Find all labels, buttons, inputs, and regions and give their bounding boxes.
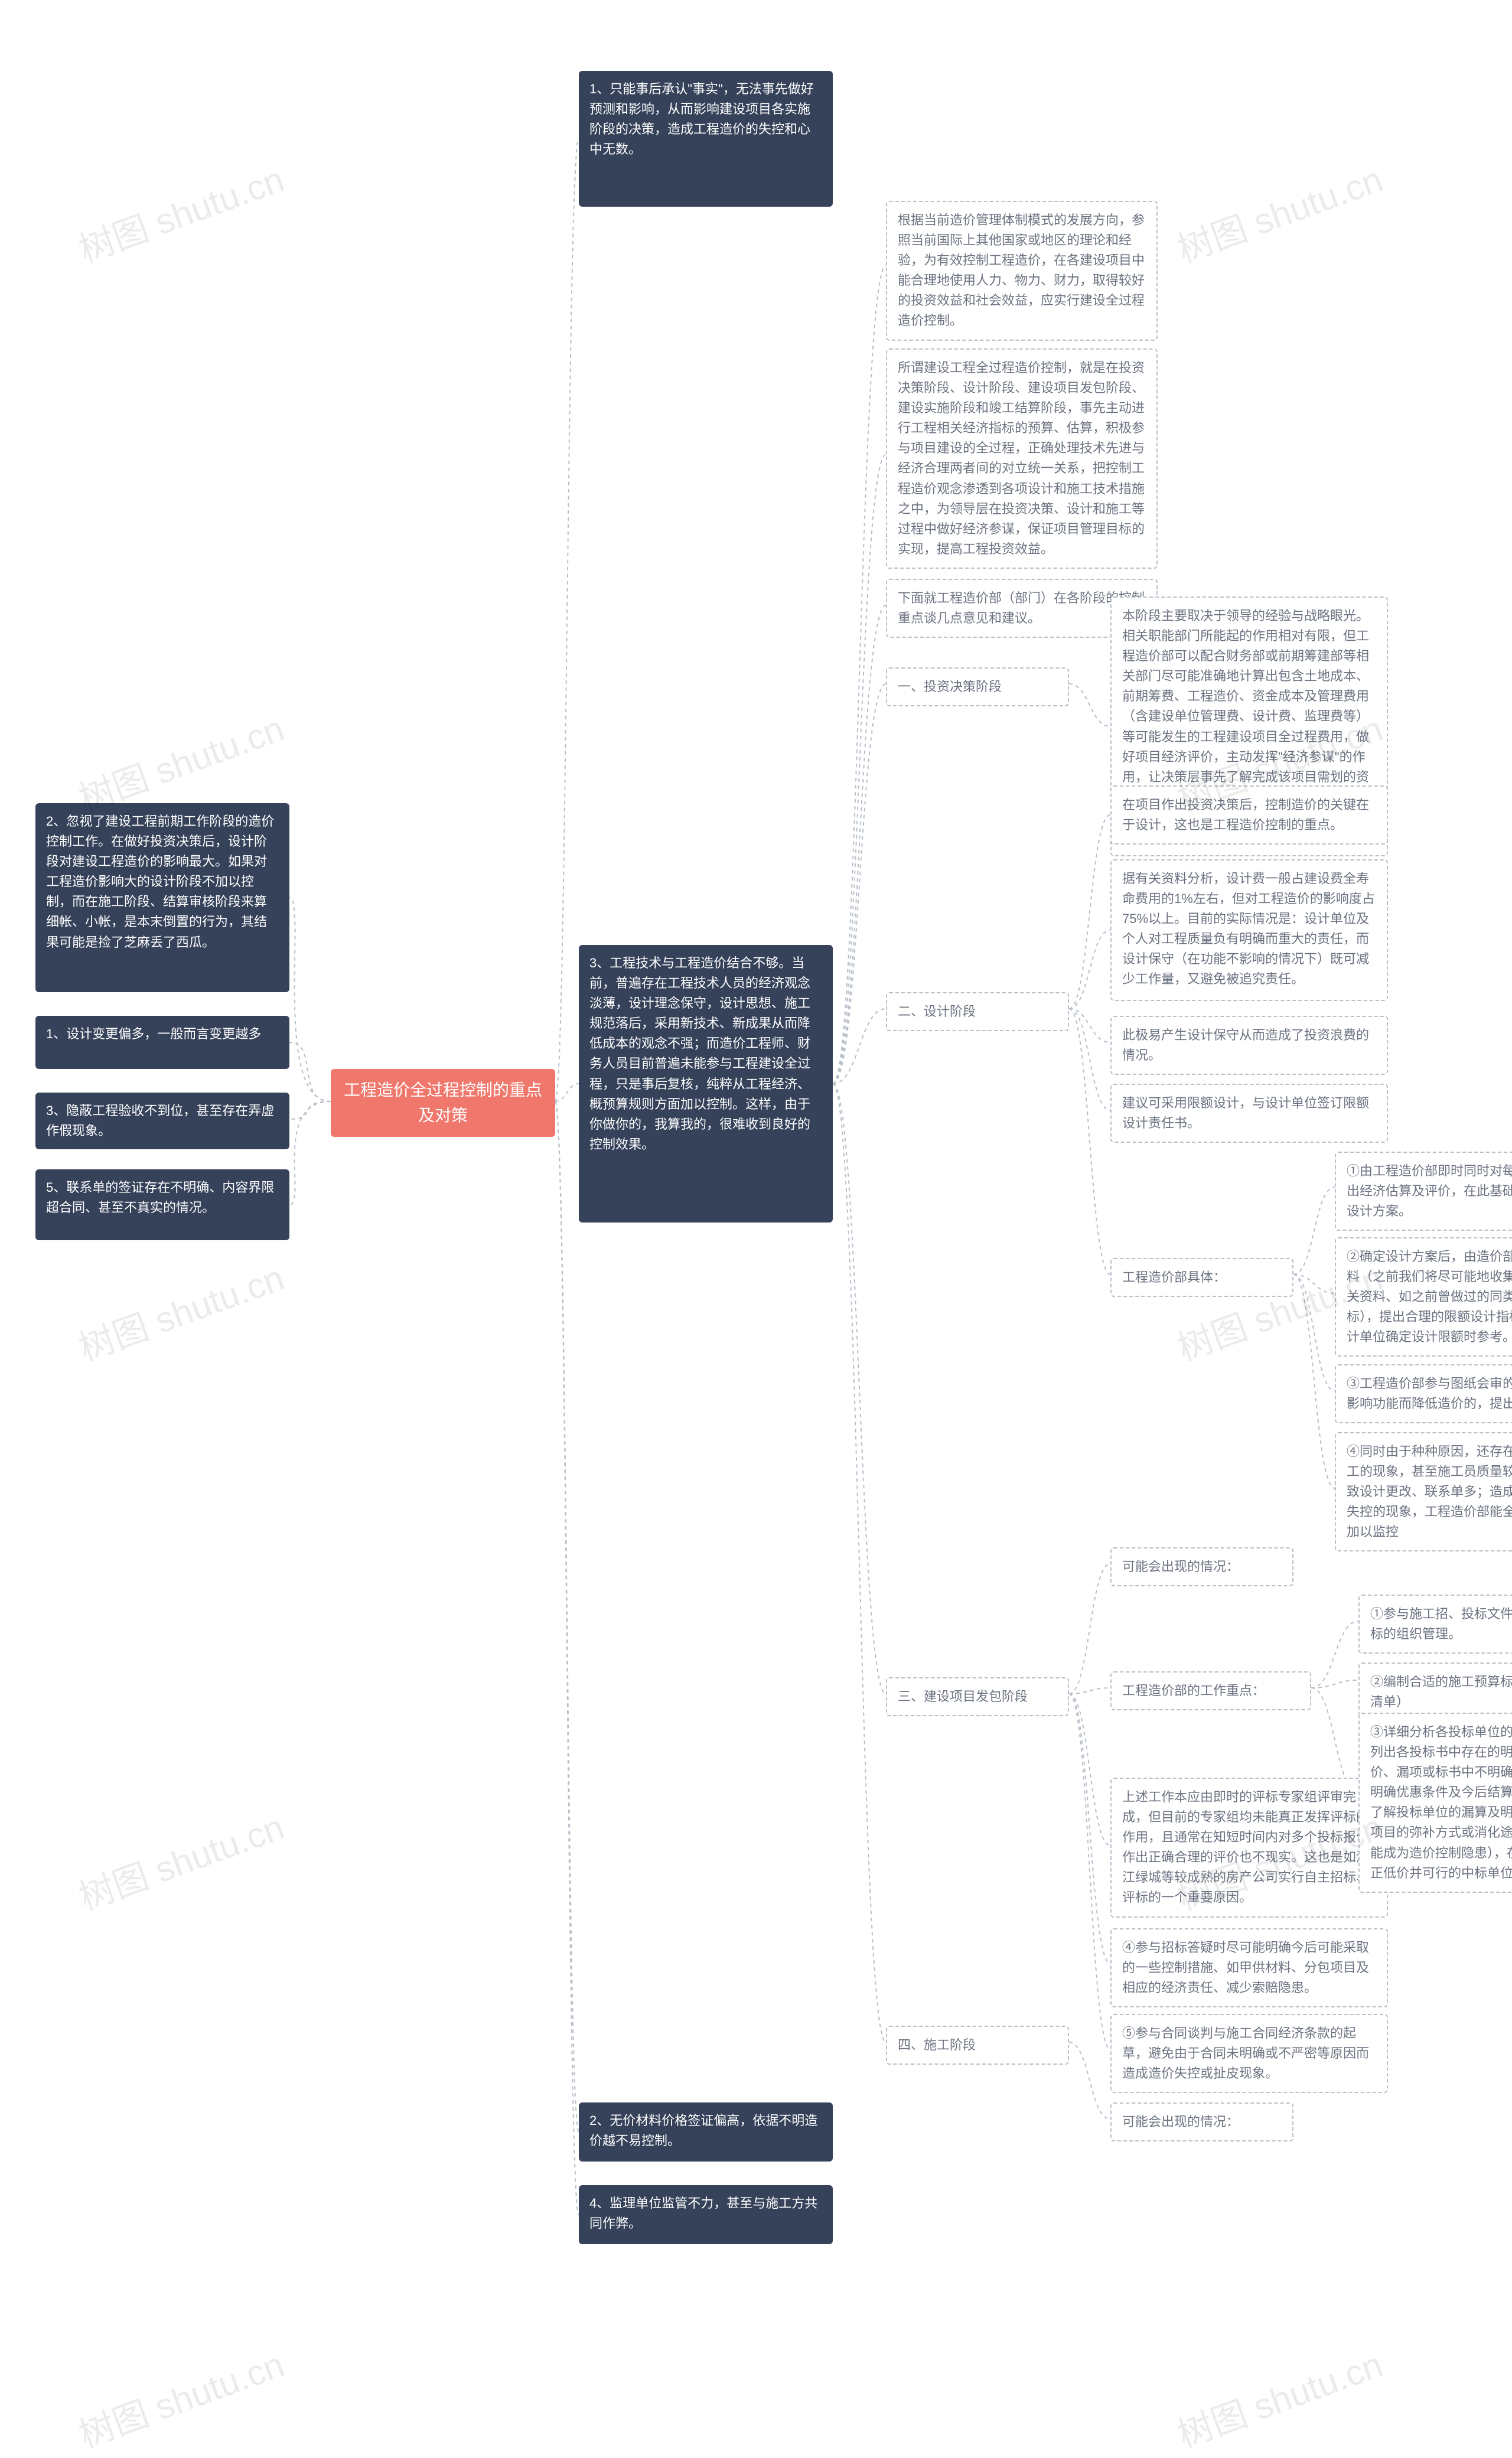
edge bbox=[289, 898, 331, 1101]
edge bbox=[1069, 1009, 1110, 1042]
node-R[interactable]: 工程造价全过程控制的重点及对策 bbox=[331, 1069, 555, 1137]
watermark: 树图 shutu.cn bbox=[71, 1250, 290, 1371]
node-D7a[interactable]: 可能会出现的情况： bbox=[1110, 2102, 1293, 2141]
node-D6a[interactable]: 可能会出现的情况： bbox=[1110, 1547, 1293, 1586]
node-L5[interactable]: 5、联系单的签证存在不明确、内容界限超合同、甚至不真实的情况。 bbox=[35, 1169, 289, 1240]
edge bbox=[1069, 1694, 1110, 1846]
node-C3[interactable]: 3、工程技术与工程造价结合不够。当前，普遍存在工程技术人员的经济观念淡薄，设计理… bbox=[579, 945, 833, 1223]
node-D7[interactable]: 四、施工阶段 bbox=[886, 2026, 1069, 2065]
node-D6e[interactable]: ⑤参与合同谈判与施工合同经济条款的起草，避免由于合同未明确或不严密等原因而造成造… bbox=[1110, 2014, 1388, 2093]
node-C1[interactable]: 1、只能事后承认"事实"，无法事先做好预测和影响，从而影响建设项目各实施阶段的决… bbox=[579, 71, 833, 207]
node-D5d[interactable]: 建议可采用限额设计，与设计单位签订限额设计责任书。 bbox=[1110, 1084, 1388, 1143]
edge bbox=[289, 1101, 331, 1205]
node-E1[interactable]: ①由工程造价部即时同时对每个设计方案作出经济估算及评价，在此基础上挑选最佳的设计… bbox=[1335, 1152, 1512, 1231]
edge bbox=[1069, 815, 1110, 1009]
node-C2p[interactable]: 2、无价材料价格签证偏高，依据不明造价越不易控制。 bbox=[579, 2102, 833, 2162]
node-L2[interactable]: 2、忽视了建设工程前期工作阶段的造价控制工作。在做好投资决策后，设计阶段对建设工… bbox=[35, 803, 289, 992]
edge bbox=[1311, 1680, 1358, 1688]
watermark: 树图 shutu.cn bbox=[1169, 151, 1389, 273]
edge bbox=[1069, 2042, 1110, 2119]
edge bbox=[833, 605, 886, 1084]
node-D1[interactable]: 根据当前造价管理体制模式的发展方向，参照当前国际上其他国家或地区的理论和经验，为… bbox=[886, 201, 1158, 341]
node-F3[interactable]: ③详细分析各投标单位的投标书、详细列出各投标书中存在的明显低于市场价、漏项或标书… bbox=[1358, 1713, 1512, 1893]
node-D6b[interactable]: 工程造价部的工作重点： bbox=[1110, 1671, 1311, 1710]
watermark: 树图 shutu.cn bbox=[1169, 2336, 1389, 2458]
node-D5c[interactable]: 此极易产生设计保守从而造成了投资浪费的情况。 bbox=[1110, 1016, 1388, 1075]
edge bbox=[1069, 1009, 1110, 1110]
node-E4[interactable]: ④同时由于种种原因，还存在着边设计边施工的现象，甚至施工员质量较追前、从而导致设… bbox=[1335, 1432, 1512, 1551]
edge bbox=[833, 455, 886, 1084]
edge bbox=[1293, 1187, 1335, 1274]
node-F1[interactable]: ①参与施工招、投标文件的编制及投招标的组织管理。 bbox=[1358, 1595, 1512, 1654]
node-D5a[interactable]: 在项目作出投资决策后，控制造价的关键在于设计，这也是工程造价控制的重点。 bbox=[1110, 785, 1388, 845]
watermark: 树图 shutu.cn bbox=[71, 1799, 290, 1921]
node-L1[interactable]: 1、设计变更偏多，一般而言变更越多 bbox=[35, 1016, 289, 1069]
edge bbox=[1293, 1274, 1335, 1391]
edge bbox=[1069, 1564, 1110, 1694]
node-D5e[interactable]: 工程造价部具体： bbox=[1110, 1258, 1293, 1297]
node-E2[interactable]: ②确定设计方案后，由造价部即根据相关资料（之前我们将尽可能地收集当地的造价相关资… bbox=[1335, 1237, 1512, 1357]
node-D5b[interactable]: 据有关资料分析，设计费一般占建设费全寿命费用的1%左右，但对工程造价的影响度占7… bbox=[1110, 859, 1388, 1001]
watermark: 树图 shutu.cn bbox=[71, 151, 290, 273]
edge bbox=[555, 139, 579, 1101]
node-D4[interactable]: 一、投资决策阶段 bbox=[886, 667, 1069, 706]
edge bbox=[555, 1101, 579, 2215]
node-L3[interactable]: 3、隐蔽工程验收不到位，甚至存在弄虚作假现象。 bbox=[35, 1093, 289, 1149]
edge bbox=[1069, 930, 1110, 1009]
edge bbox=[833, 1084, 886, 1694]
node-C4p[interactable]: 4、监理单位监管不力，甚至与施工方共同作弊。 bbox=[579, 2185, 833, 2244]
edge bbox=[555, 1084, 579, 1101]
edge bbox=[833, 1084, 886, 2042]
watermark: 树图 shutu.cn bbox=[71, 2336, 290, 2458]
edge bbox=[833, 1009, 886, 1084]
edge bbox=[289, 1042, 331, 1101]
edge bbox=[833, 266, 886, 1084]
node-D6[interactable]: 三、建设项目发包阶段 bbox=[886, 1677, 1069, 1716]
node-D6d[interactable]: ④参与招标答疑时尽可能明确今后可能采取的一些控制措施、如甲供材料、分包项目及相应… bbox=[1110, 1928, 1388, 2007]
edge bbox=[833, 684, 886, 1084]
node-D2[interactable]: 所谓建设工程全过程造价控制，就是在投资决策阶段、设计阶段、建设项目发包阶段、建设… bbox=[886, 348, 1158, 569]
edge bbox=[1069, 1009, 1110, 1274]
node-D5[interactable]: 二、设计阶段 bbox=[886, 992, 1069, 1031]
edge bbox=[1311, 1688, 1358, 1792]
edge bbox=[1293, 1274, 1335, 1293]
edge bbox=[555, 1101, 579, 2132]
edge bbox=[289, 1101, 331, 1119]
edge bbox=[1069, 684, 1110, 726]
node-D6c[interactable]: 上述工作本应由即时的评标专家组评审完成，但目前的专家组均未能真正发挥评标的作用，… bbox=[1110, 1778, 1388, 1918]
edge bbox=[1069, 1688, 1110, 1694]
edge bbox=[1069, 1694, 1110, 2049]
edge bbox=[1293, 1274, 1335, 1488]
node-E3[interactable]: ③工程造价部参与图纸会审的工作，并对不影响功能而降低造价的，提出合理化建议 bbox=[1335, 1364, 1512, 1423]
edge bbox=[1069, 1694, 1110, 1964]
edge bbox=[1311, 1621, 1358, 1688]
